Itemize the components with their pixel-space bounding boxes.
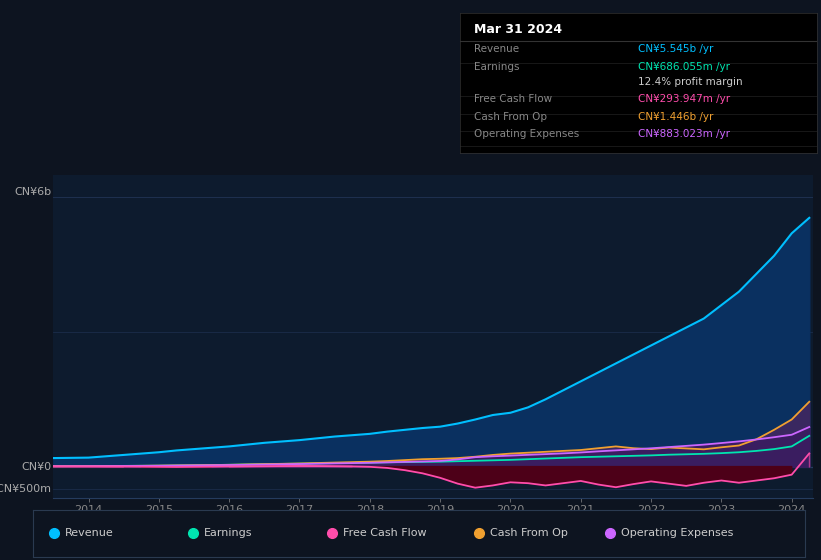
Text: Revenue: Revenue: [65, 529, 114, 538]
Text: CN¥5.545b /yr: CN¥5.545b /yr: [639, 44, 714, 54]
Text: CN¥293.947m /yr: CN¥293.947m /yr: [639, 94, 731, 104]
Text: CN¥883.023m /yr: CN¥883.023m /yr: [639, 129, 731, 139]
Text: Mar 31 2024: Mar 31 2024: [475, 23, 562, 36]
Text: Revenue: Revenue: [475, 44, 520, 54]
Text: Free Cash Flow: Free Cash Flow: [343, 529, 427, 538]
Text: Operating Expenses: Operating Expenses: [475, 129, 580, 139]
Text: Earnings: Earnings: [204, 529, 253, 538]
Text: CN¥0: CN¥0: [21, 461, 52, 472]
Text: Operating Expenses: Operating Expenses: [621, 529, 733, 538]
Text: -CN¥500m: -CN¥500m: [0, 484, 52, 494]
Text: 12.4% profit margin: 12.4% profit margin: [639, 77, 743, 87]
Text: Free Cash Flow: Free Cash Flow: [475, 94, 553, 104]
Text: CN¥1.446b /yr: CN¥1.446b /yr: [639, 113, 714, 123]
Text: CN¥6b: CN¥6b: [15, 188, 52, 198]
Text: Cash From Op: Cash From Op: [475, 113, 548, 123]
Text: Earnings: Earnings: [475, 62, 520, 72]
Text: CN¥686.055m /yr: CN¥686.055m /yr: [639, 62, 731, 72]
Text: Cash From Op: Cash From Op: [489, 529, 567, 538]
